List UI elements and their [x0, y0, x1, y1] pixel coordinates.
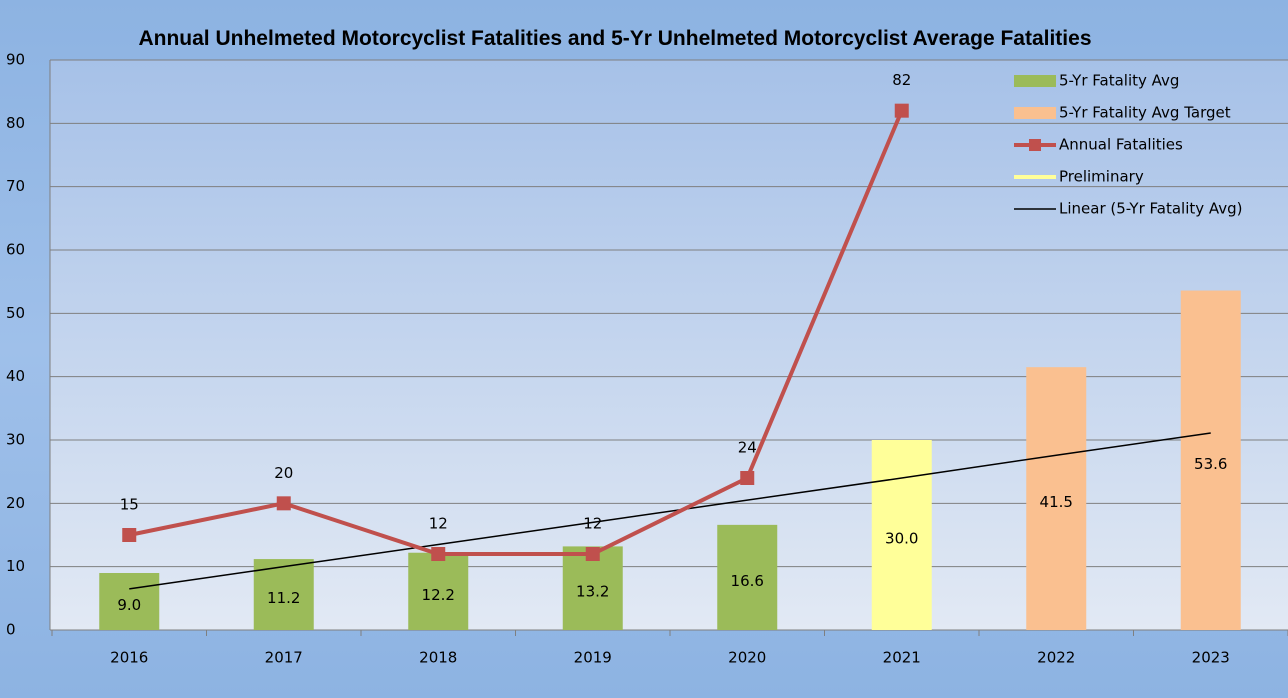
x-tick-label: 2019 — [574, 649, 612, 667]
y-tick-label: 40 — [6, 367, 25, 385]
y-tick-label: 80 — [6, 114, 25, 132]
bar — [253, 559, 314, 630]
x-tick-label: 2023 — [1192, 649, 1230, 667]
y-tick-label: 70 — [6, 177, 25, 195]
x-tick-label: 2020 — [728, 649, 766, 667]
marker — [894, 103, 909, 118]
y-tick-label: 60 — [6, 241, 25, 259]
marker — [740, 471, 755, 485]
data-label: 12 — [583, 515, 602, 533]
bar — [1026, 367, 1087, 630]
data-label: 15 — [120, 496, 139, 514]
x-tick-label: 2017 — [265, 649, 303, 667]
y-tick-label: 10 — [6, 557, 25, 575]
legend-swatch — [1014, 75, 1056, 87]
legend-label: 5-Yr Fatality Avg — [1059, 72, 1179, 90]
legend-swatch — [1014, 107, 1056, 119]
y-tick-label: 0 — [6, 621, 16, 639]
bar — [717, 524, 778, 630]
legend-label: Preliminary — [1059, 168, 1144, 186]
data-label: 82 — [892, 71, 911, 89]
bar — [871, 440, 932, 630]
data-label: 9.0 — [117, 596, 141, 614]
data-label: 53.6 — [1194, 455, 1227, 473]
marker — [276, 496, 291, 511]
data-label: 24 — [738, 439, 757, 457]
marker — [585, 547, 600, 561]
data-label: 20 — [274, 464, 293, 482]
y-tick-label: 90 — [6, 51, 25, 69]
legend-swatch — [1014, 175, 1056, 179]
data-label: 30.0 — [885, 530, 918, 548]
bar — [99, 573, 160, 630]
legend-swatch — [1029, 139, 1041, 151]
y-tick-label: 20 — [6, 494, 25, 512]
data-label: 41.5 — [1040, 493, 1073, 511]
bar — [1180, 290, 1241, 630]
data-label: 16.6 — [731, 572, 764, 590]
marker — [431, 547, 446, 561]
legend-label: Linear (5-Yr Fatality Avg) — [1059, 200, 1243, 218]
data-label: 12.2 — [422, 586, 455, 604]
x-tick-label: 2022 — [1037, 649, 1075, 667]
data-label: 13.2 — [576, 583, 609, 601]
bar — [408, 552, 469, 630]
legend-label: Annual Fatalities — [1059, 136, 1183, 154]
x-tick-label: 2021 — [883, 649, 921, 667]
y-tick-label: 30 — [6, 431, 25, 449]
line — [128, 109, 904, 556]
legend-label: 5-Yr Fatality Avg Target — [1059, 104, 1231, 122]
trend-line — [129, 432, 1211, 590]
data-label: 11.2 — [267, 589, 300, 607]
x-tick-label: 2016 — [110, 649, 148, 667]
y-tick-label: 50 — [6, 304, 25, 322]
chart-title: Annual Unhelmeted Motorcyclist Fatalitie… — [138, 27, 1092, 50]
marker — [122, 528, 137, 542]
data-label: 12 — [429, 515, 448, 533]
x-tick-label: 2018 — [419, 649, 457, 667]
